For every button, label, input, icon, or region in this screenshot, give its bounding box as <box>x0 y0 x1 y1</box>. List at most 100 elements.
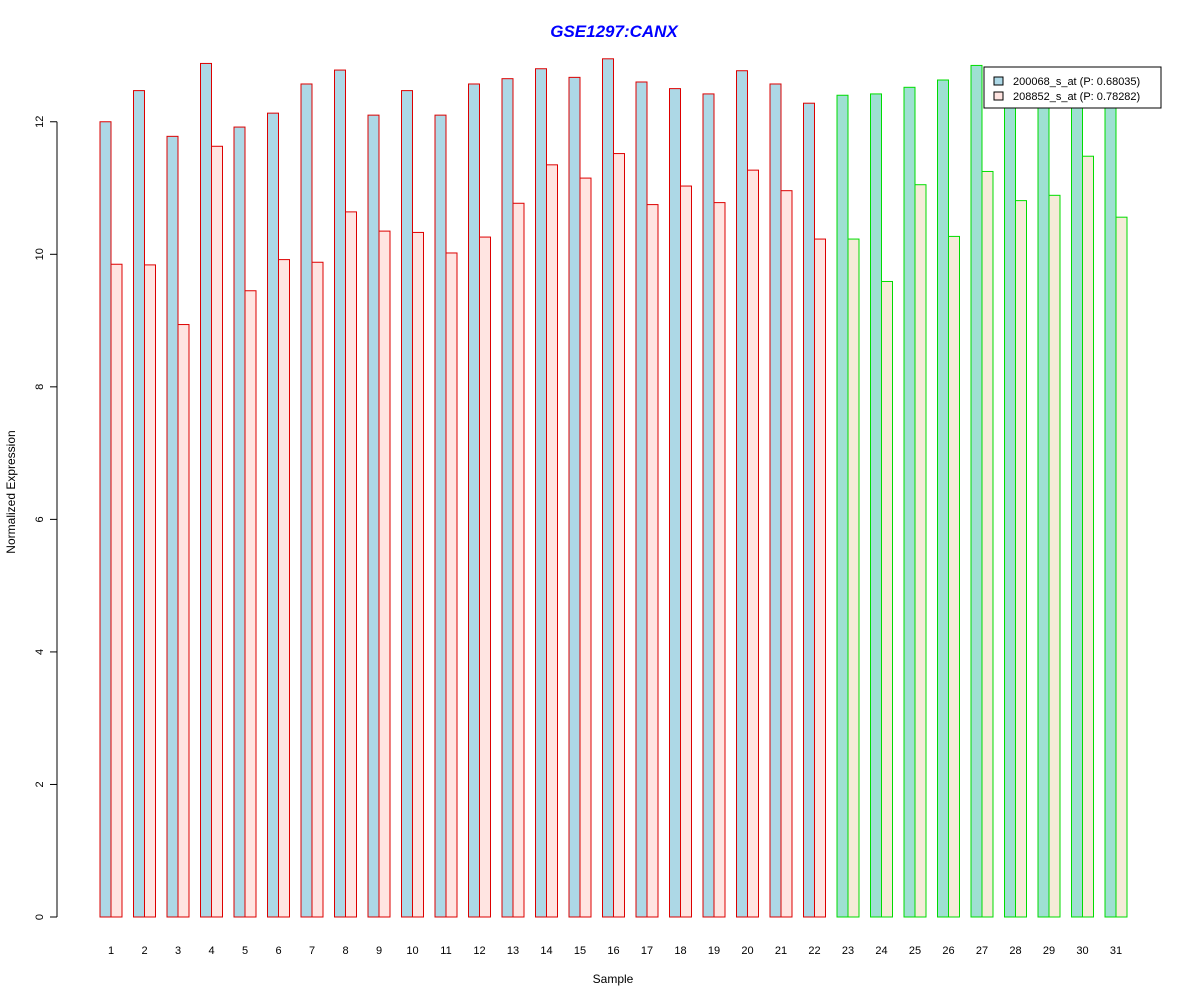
x-tick-label: 1 <box>108 945 114 957</box>
x-tick-label: 27 <box>976 945 988 957</box>
bar-sample-24-series-2 <box>881 280 893 918</box>
legend-label-series-2: 208852_s_at (P: 0.78282) <box>1013 91 1140 103</box>
x-tick-label: 12 <box>473 945 485 957</box>
x-tick-label: 10 <box>406 945 418 957</box>
x-tick-label: 25 <box>909 945 921 957</box>
x-tick-label: 30 <box>1076 945 1088 957</box>
bar-sample-17-series-1 <box>635 81 648 918</box>
y-tick-label: 10 <box>34 248 46 260</box>
bar-sample-6-series-1 <box>267 112 279 918</box>
x-tick-label: 9 <box>376 945 382 957</box>
x-tick-label: 29 <box>1043 945 1055 957</box>
bar-sample-15-series-1 <box>568 76 581 918</box>
x-tick-label: 17 <box>641 945 653 957</box>
bar-sample-14-series-2 <box>546 164 558 918</box>
bar-sample-15-series-2 <box>579 177 592 918</box>
bar-sample-26-series-1 <box>937 79 949 918</box>
bar-sample-10-series-1 <box>401 90 413 918</box>
bar-sample-9-series-1 <box>367 114 380 918</box>
bar-sample-17-series-2 <box>646 204 659 918</box>
x-tick-label: 5 <box>242 945 248 957</box>
bar-sample-6-series-2 <box>278 259 290 918</box>
bar-sample-8-series-1 <box>334 69 346 918</box>
bar-sample-31-series-1 <box>1104 91 1117 918</box>
y-tick-label: 0 <box>34 914 46 920</box>
y-tick-label: 4 <box>34 649 46 655</box>
bar-sample-7-series-2 <box>311 261 324 918</box>
bar-sample-3-series-2 <box>177 324 190 918</box>
bar-sample-30-series-1 <box>1071 94 1083 918</box>
x-tick-label: 23 <box>842 945 854 957</box>
legend-swatch-series-2 <box>993 91 1004 101</box>
x-tick-label: 18 <box>674 945 686 957</box>
bar-sample-5-series-2 <box>244 290 257 918</box>
bar-sample-16-series-1 <box>602 58 614 918</box>
x-tick-label: 20 <box>741 945 753 957</box>
bar-sample-2-series-1 <box>133 90 145 918</box>
bar-sample-14-series-1 <box>535 68 547 918</box>
bar-sample-29-series-2 <box>1048 194 1061 918</box>
legend: 200068_s_at (P: 0.68035) 208852_s_at (P:… <box>983 66 1162 109</box>
bar-sample-27-series-1 <box>970 64 983 918</box>
bar-sample-19-series-1 <box>702 93 715 918</box>
bar-sample-22-series-1 <box>803 102 815 918</box>
y-tick-label: 8 <box>34 384 46 390</box>
bar-sample-12-series-1 <box>468 83 480 918</box>
bar-sample-18-series-2 <box>680 185 692 918</box>
x-tick-label: 22 <box>808 945 820 957</box>
bar-sample-21-series-2 <box>780 190 793 918</box>
bar-sample-30-series-2 <box>1082 155 1094 918</box>
x-tick-label: 11 <box>440 945 451 957</box>
bar-sample-4-series-1 <box>200 62 212 918</box>
x-tick-label: 15 <box>574 945 586 957</box>
bar-sample-26-series-2 <box>948 235 960 918</box>
x-tick-label: 28 <box>1009 945 1021 957</box>
bar-sample-11-series-2 <box>445 252 458 918</box>
bars <box>99 58 1128 918</box>
bar-sample-25-series-1 <box>903 86 916 918</box>
x-tick-label: 3 <box>175 945 181 957</box>
x-axis-label: Sample <box>593 972 634 986</box>
bar-sample-23-series-2 <box>847 238 860 918</box>
x-tick-label: 24 <box>875 945 887 957</box>
bar-sample-18-series-1 <box>669 88 681 918</box>
y-axis-label: Normalized Expression <box>4 430 18 553</box>
legend-label-series-1: 200068_s_at (P: 0.68035) <box>1013 76 1140 88</box>
x-tick-label: 13 <box>507 945 519 957</box>
chart-title: GSE1297:CANX <box>550 22 679 41</box>
bar-sample-24-series-1 <box>870 93 882 918</box>
y-tick-label: 2 <box>34 781 46 787</box>
x-tick-label: 4 <box>208 945 214 957</box>
x-tick-label: 26 <box>942 945 954 957</box>
bar-sample-13-series-1 <box>501 78 514 918</box>
bar-sample-11-series-1 <box>434 114 447 918</box>
bar-sample-3-series-1 <box>166 135 179 918</box>
bar-sample-19-series-2 <box>713 202 726 918</box>
bar-sample-21-series-1 <box>769 83 782 918</box>
bar-sample-28-series-1 <box>1004 84 1016 918</box>
bar-sample-20-series-1 <box>736 70 748 918</box>
x-tick-label: 31 <box>1110 945 1122 957</box>
x-tick-label: 8 <box>342 945 348 957</box>
bar-sample-12-series-2 <box>479 236 491 918</box>
y-tick-label: 12 <box>34 116 46 128</box>
x-tick-label: 6 <box>275 945 281 957</box>
x-tick-label: 14 <box>540 945 552 957</box>
bar-sample-31-series-2 <box>1115 216 1128 918</box>
bar-sample-8-series-2 <box>345 211 357 918</box>
y-axis: 0 2 4 6 8 10 12 <box>34 116 58 920</box>
bar-sample-1-series-1 <box>99 121 112 918</box>
legend-swatch-series-1 <box>993 76 1004 86</box>
x-tick-label: 7 <box>309 945 315 957</box>
bar-sample-7-series-1 <box>300 83 313 918</box>
bar-sample-20-series-2 <box>747 169 759 918</box>
bar-sample-5-series-1 <box>233 126 246 918</box>
bar-sample-1-series-2 <box>110 263 123 918</box>
bar-sample-9-series-2 <box>378 230 391 918</box>
x-tick-label: 16 <box>607 945 619 957</box>
legend-box <box>983 66 1162 109</box>
bar-sample-23-series-1 <box>836 94 849 918</box>
bar-sample-27-series-2 <box>981 170 994 918</box>
